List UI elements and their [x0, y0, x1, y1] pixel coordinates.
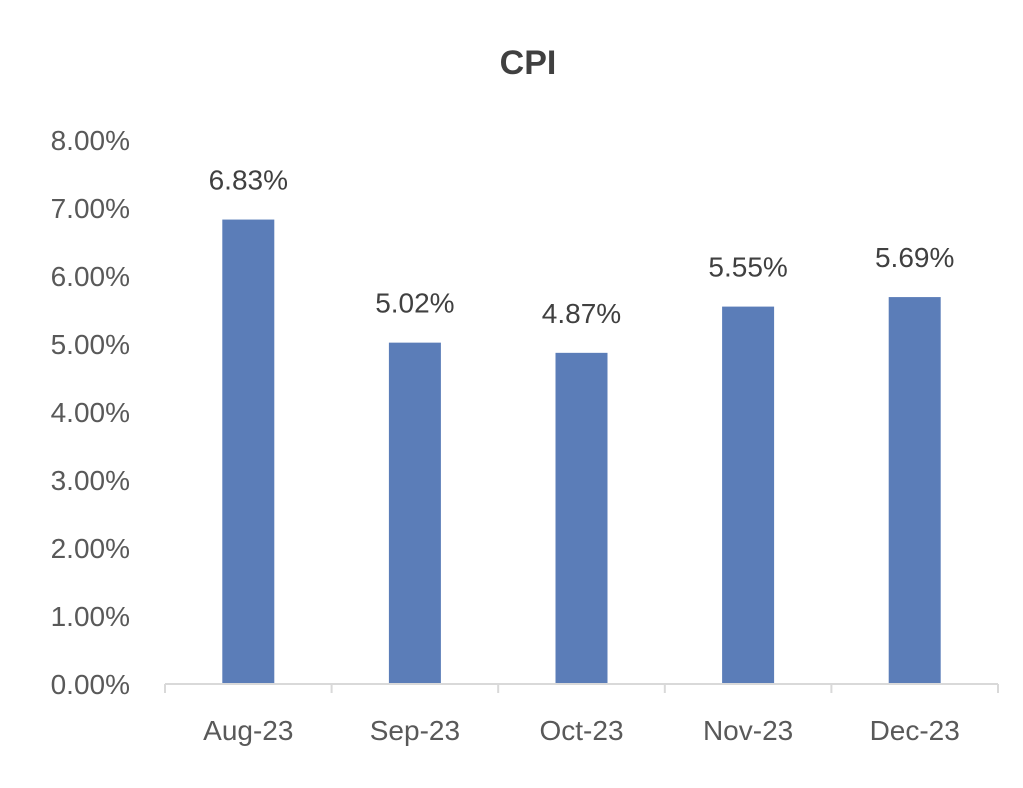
bar-dec-23	[888, 297, 941, 684]
y-axis-tick-labels: 0.00% 1.00% 2.00% 3.00% 4.00% 5.00% 6.00% 7.00%…	[51, 125, 130, 700]
x-tick-label: Dec-23	[870, 715, 960, 746]
data-labels-group: 6.83% 5.02% 4.87% 5.55% 5.69%	[209, 165, 955, 329]
data-label: 5.69%	[875, 242, 954, 273]
y-tick-label: 1.00%	[51, 601, 130, 632]
x-tick-label: Sep-23	[370, 715, 460, 746]
x-axis: Aug-23 Sep-23 Oct-23 Nov-23 Dec-23	[164, 683, 999, 746]
y-tick-label: 3.00%	[51, 465, 130, 496]
y-tick-label: 6.00%	[51, 261, 130, 292]
data-label: 5.55%	[708, 252, 787, 283]
y-tick-label: 7.00%	[51, 193, 130, 224]
y-tick-label: 8.00%	[51, 125, 130, 156]
y-tick-label: 4.00%	[51, 397, 130, 428]
data-label: 5.02%	[375, 288, 454, 319]
x-tick-label: Oct-23	[539, 715, 623, 746]
bars-group	[222, 219, 941, 684]
data-label: 4.87%	[542, 298, 621, 329]
bar-sep-23	[388, 342, 441, 684]
y-tick-label: 0.00%	[51, 669, 130, 700]
y-tick-label: 2.00%	[51, 533, 130, 564]
bar-nov-23	[722, 306, 775, 684]
y-tick-label: 5.00%	[51, 329, 130, 360]
x-tick-label: Nov-23	[703, 715, 793, 746]
data-label: 6.83%	[209, 165, 288, 196]
chart-title: CPI	[500, 44, 557, 82]
x-tick-label: Aug-23	[203, 715, 293, 746]
bar-aug-23	[222, 219, 275, 684]
bar-oct-23	[555, 352, 608, 684]
